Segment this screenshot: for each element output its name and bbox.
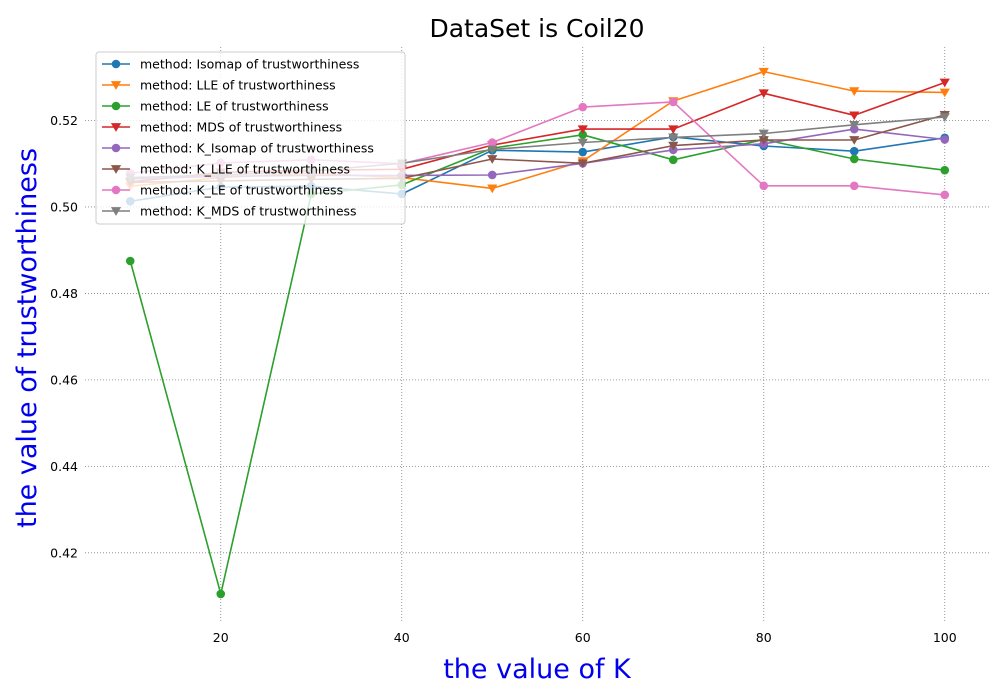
data-point (939, 88, 950, 98)
x-axis-ticks: 20 40 60 80 100 (213, 630, 957, 645)
legend-box (95, 51, 406, 225)
data-point (759, 181, 769, 191)
data-point (487, 138, 497, 147)
data-point (668, 125, 679, 134)
x-tick-label: 20 (213, 630, 229, 645)
data-point (487, 145, 498, 155)
data-point (668, 155, 678, 165)
legend-label: method: LE of trustworthiness (140, 99, 329, 114)
x-tick-label: 40 (394, 630, 410, 645)
legend-label: method: K_LLE of trustworthiness (140, 162, 350, 177)
legend-marker (111, 101, 121, 111)
y-tick-label: 0.44 (50, 459, 78, 474)
legend-label: method: Isomap of trustworthiness (140, 57, 359, 72)
legend-label: method: K_Isomap of trustworthiness (140, 141, 374, 156)
data-point (849, 87, 860, 96)
data-point (668, 133, 679, 143)
legend-entry: method: K_Isomap of trustworthiness (102, 141, 374, 156)
y-axis-ticks: 0.42 0.44 0.46 0.48 0.50 0.52 (50, 113, 78, 560)
legend-entry: method: Isomap of trustworthiness (102, 57, 359, 72)
legend-entry: method: MDS of trustworthiness (102, 120, 342, 135)
data-point (940, 165, 950, 175)
legend-label: method: K_LE of trustworthiness (140, 183, 343, 198)
data-point (849, 111, 860, 121)
data-point (940, 135, 950, 144)
y-axis-label: the value of trustworthiness (12, 148, 43, 528)
data-point (577, 125, 588, 134)
legend-entry: method: K_LE of trustworthiness (102, 183, 343, 198)
legend-marker (110, 81, 122, 90)
legend-label: method: LLE of trustworthiness (140, 78, 336, 93)
legend-entry: method: K_MDS of trustworthiness (102, 204, 357, 219)
data-point (849, 181, 859, 191)
legend-entry: method: LE of trustworthiness (102, 99, 329, 114)
data-point (849, 120, 860, 130)
legend-entry: method: K_LLE of trustworthiness (102, 162, 350, 177)
legend-entry: method: LLE of trustworthiness (102, 78, 336, 93)
y-tick-label: 0.42 (50, 545, 78, 560)
data-point (125, 256, 135, 266)
data-point (939, 78, 950, 88)
x-tick-label: 60 (575, 630, 591, 645)
data-point (578, 147, 588, 157)
data-point (487, 155, 498, 164)
data-point (668, 97, 678, 107)
legend-marker (111, 59, 121, 69)
data-point (578, 102, 588, 112)
x-tick-label: 100 (933, 630, 957, 645)
y-tick-label: 0.52 (50, 113, 78, 128)
legend-label: method: K_MDS of trustworthiness (140, 204, 357, 219)
y-tick-label: 0.50 (50, 199, 78, 214)
data-point (216, 589, 226, 599)
legend-marker (110, 165, 122, 174)
chart-title: DataSet is Coil20 (429, 14, 644, 43)
data-point (758, 67, 769, 77)
legend-marker (111, 143, 121, 153)
data-point (849, 154, 859, 164)
x-tick-label: 80 (756, 630, 772, 645)
data-point (849, 136, 860, 145)
data-point (577, 138, 588, 148)
series-line (129, 134, 945, 595)
data-point (849, 146, 859, 156)
data-point (668, 141, 679, 151)
data-point (487, 184, 498, 194)
legend-marker (110, 123, 122, 132)
legend-marker (111, 185, 121, 195)
legend: method: Isomap of trustworthiness method:… (95, 51, 406, 225)
data-point (758, 89, 769, 99)
y-tick-label: 0.46 (50, 372, 78, 387)
x-axis-label: the value of K (443, 654, 632, 685)
y-tick-label: 0.48 (50, 286, 78, 301)
data-point (939, 113, 950, 122)
legend-label: method: MDS of trustworthiness (140, 120, 342, 135)
data-point (940, 190, 950, 200)
data-point (578, 130, 588, 140)
data-point (758, 136, 769, 145)
data-point (487, 170, 497, 180)
data-point (758, 129, 769, 139)
data-point (577, 159, 588, 169)
legend-marker (110, 207, 122, 216)
